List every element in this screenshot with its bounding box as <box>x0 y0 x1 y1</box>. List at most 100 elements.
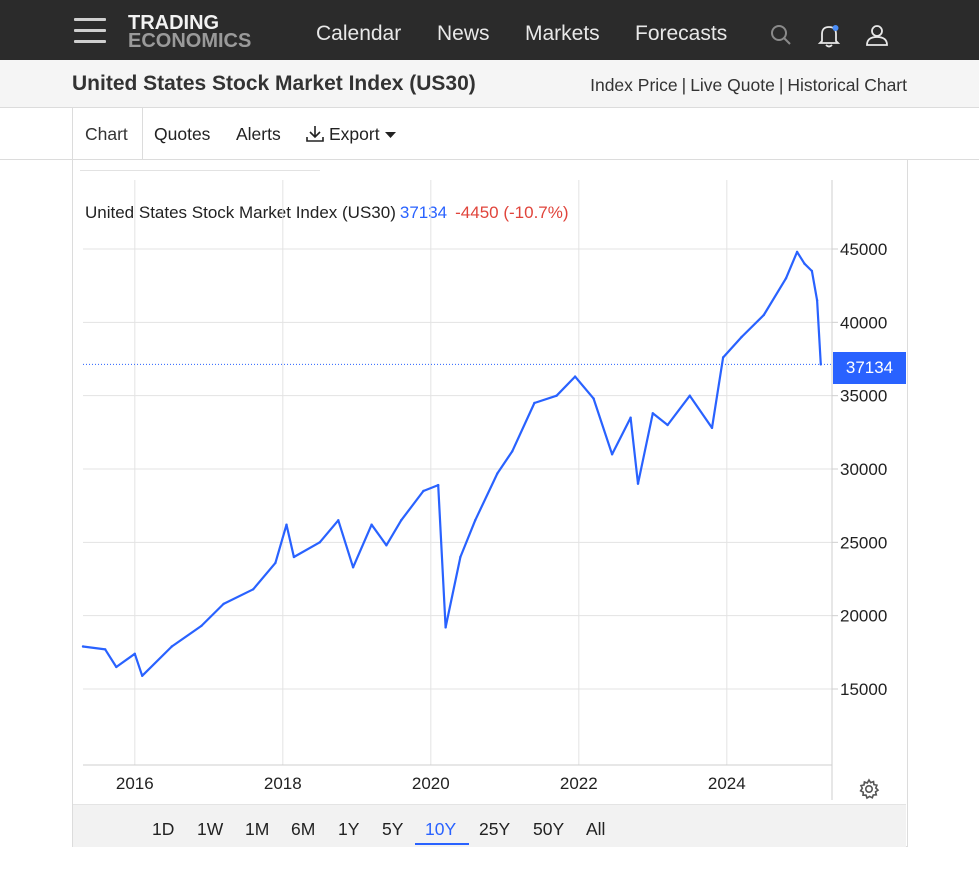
data-point <box>721 356 725 359</box>
data-point <box>115 665 118 669</box>
y-tick-label: 15000 <box>840 680 887 699</box>
y-tick-label: 35000 <box>840 387 887 406</box>
data-point <box>385 544 388 547</box>
logo-line1: TRADING <box>128 12 220 34</box>
last-price-tag: 37134 <box>833 352 906 384</box>
data-point <box>740 335 743 339</box>
range-1d[interactable]: 1D <box>152 819 175 839</box>
data-point <box>351 566 355 569</box>
range-all[interactable]: All <box>586 819 606 839</box>
nav-calendar[interactable]: Calendar <box>316 22 402 45</box>
tab-export[interactable]: Export <box>329 124 380 144</box>
menu-icon[interactable] <box>74 18 106 44</box>
x-tick-label: 2016 <box>116 774 154 793</box>
chart-search-field[interactable] <box>80 158 320 171</box>
y-tick-label: 40000 <box>840 313 887 332</box>
legend-series-name: United States Stock Market Index (US30) <box>85 203 396 222</box>
range-active-indicator <box>415 843 469 845</box>
x-tick-label: 2018 <box>264 774 302 793</box>
data-point <box>170 645 173 648</box>
data-point <box>496 472 499 475</box>
page-title: United States Stock Market Index (US30) <box>72 72 476 95</box>
data-point <box>104 648 107 651</box>
range-1y[interactable]: 1Y <box>338 819 360 839</box>
range-25y[interactable]: 25Y <box>479 819 511 839</box>
data-point <box>533 401 536 405</box>
range-5y[interactable]: 5Y <box>382 819 404 839</box>
data-point <box>610 453 614 456</box>
data-point <box>292 555 296 559</box>
data-point <box>318 541 321 544</box>
data-point <box>573 375 577 378</box>
link-separator: | <box>778 75 784 95</box>
title-links: Index Price | Live Quote | Historical Chart <box>590 75 907 96</box>
user-icon[interactable] <box>864 22 890 48</box>
data-point <box>133 652 136 655</box>
data-point <box>474 519 477 522</box>
bell-icon[interactable] <box>816 22 842 48</box>
link-index-price[interactable]: Index Price <box>590 75 678 95</box>
data-point <box>511 450 514 453</box>
tab-quotes[interactable]: Quotes <box>154 124 211 144</box>
y-tick-label: 20000 <box>840 607 887 626</box>
y-tick-label: 30000 <box>840 460 887 479</box>
data-point <box>285 523 288 526</box>
range-selector-bar <box>73 804 906 847</box>
data-point <box>555 394 558 397</box>
data-point <box>444 626 447 629</box>
data-point <box>651 412 654 415</box>
tab-alerts[interactable]: Alerts <box>236 124 281 144</box>
data-point <box>636 482 640 485</box>
search-icon[interactable] <box>768 22 794 48</box>
y-tick-label: 25000 <box>840 533 887 552</box>
settings-gear-icon[interactable] <box>858 778 880 800</box>
range-1m[interactable]: 1M <box>245 819 270 839</box>
data-point <box>141 674 144 677</box>
data-point <box>459 555 462 559</box>
chart-tab-bar: Chart Quotes Alerts Export <box>0 108 979 160</box>
data-point <box>815 299 819 302</box>
y-tick-label: 45000 <box>840 240 887 259</box>
nav-news[interactable]: News <box>437 22 490 45</box>
logo-line2: ECONOMICS <box>128 30 252 52</box>
nav-markets[interactable]: Markets <box>525 22 600 45</box>
data-point <box>437 483 440 487</box>
caret-down-icon[interactable] <box>385 131 396 139</box>
title-bar: United States Stock Market Index (US30) … <box>0 60 979 108</box>
data-point <box>688 394 691 397</box>
link-historical-chart[interactable]: Historical Chart <box>787 75 907 95</box>
data-point <box>400 519 403 522</box>
nav-forecasts[interactable]: Forecasts <box>635 22 728 45</box>
tab-chart[interactable]: Chart <box>85 124 128 144</box>
series-line <box>82 250 822 677</box>
range-10y[interactable]: 10Y <box>425 819 457 839</box>
range-1w[interactable]: 1W <box>197 819 224 839</box>
data-point <box>422 489 425 493</box>
data-point <box>784 277 788 280</box>
data-point <box>592 397 595 400</box>
chart-legend: United States Stock Market Index (US30) 3… <box>85 203 569 223</box>
tab-chart-box <box>72 108 143 159</box>
logo[interactable]: TRADING ECONOMICS <box>128 12 252 52</box>
x-tick-label: 2020 <box>412 774 450 793</box>
legend-value: 37134 <box>399 203 448 222</box>
data-point <box>370 523 373 526</box>
data-point <box>337 519 340 522</box>
data-point <box>252 588 255 591</box>
data-point <box>819 363 822 366</box>
data-point <box>795 250 799 254</box>
data-point <box>222 602 225 606</box>
range-6m[interactable]: 6M <box>291 819 316 839</box>
link-separator: | <box>681 75 687 95</box>
data-point <box>629 416 632 419</box>
legend-change: -4450 (-10.7%) <box>455 203 569 222</box>
data-point <box>274 561 277 565</box>
x-tick-label: 2022 <box>560 774 598 793</box>
data-point <box>666 423 669 427</box>
data-point <box>710 426 714 430</box>
range-50y[interactable]: 50Y <box>533 819 565 839</box>
top-navigation-bar: TRADING ECONOMICS Calendar News Markets … <box>0 0 979 60</box>
download-icon[interactable] <box>305 124 325 144</box>
link-live-quote[interactable]: Live Quote <box>690 75 775 95</box>
